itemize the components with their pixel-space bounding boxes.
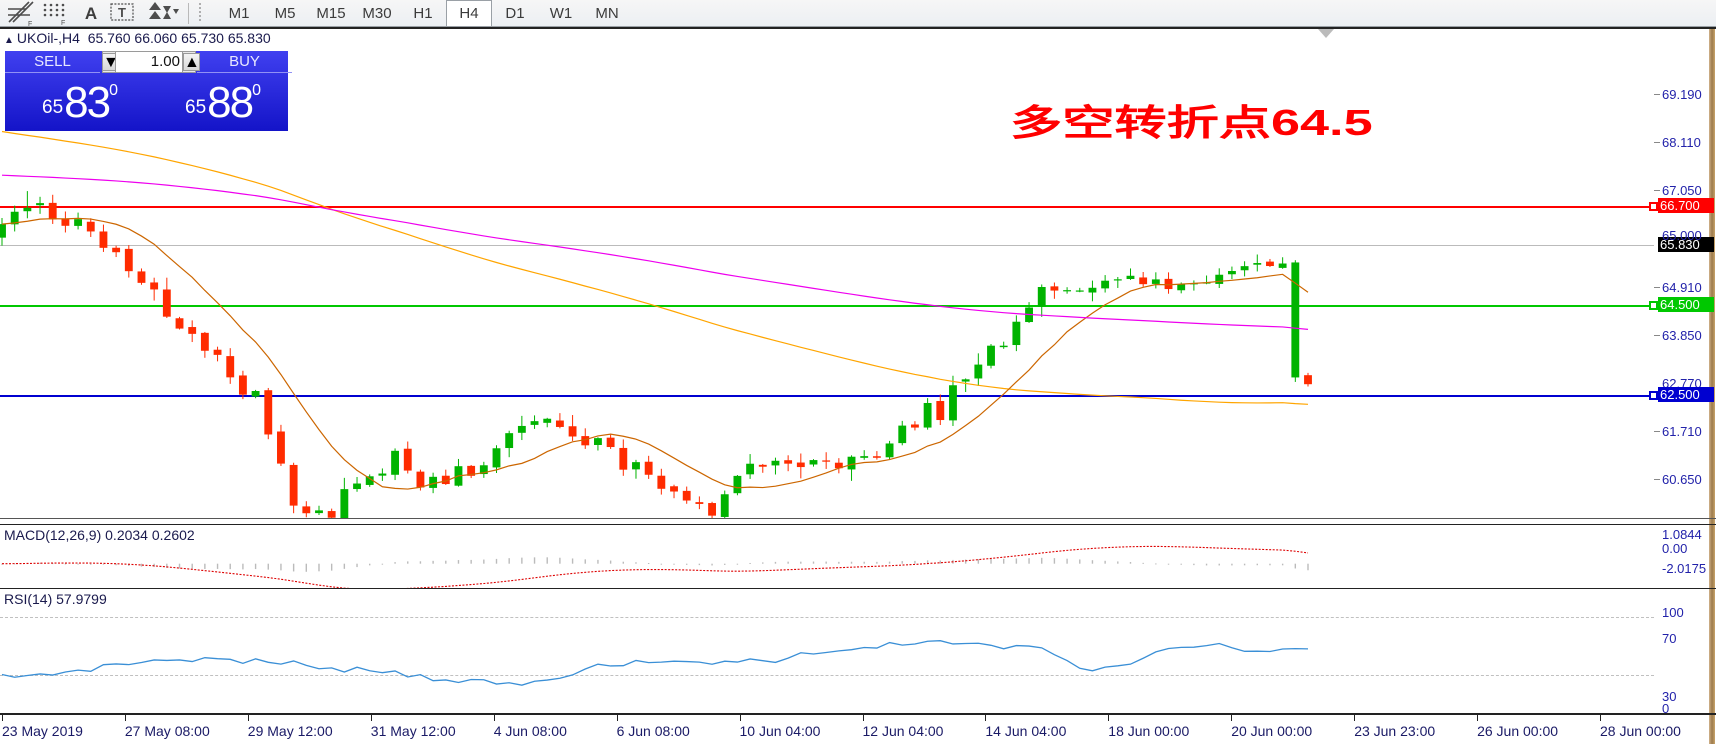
svg-text:F: F — [61, 20, 65, 27]
svg-text:T: T — [118, 5, 126, 20]
